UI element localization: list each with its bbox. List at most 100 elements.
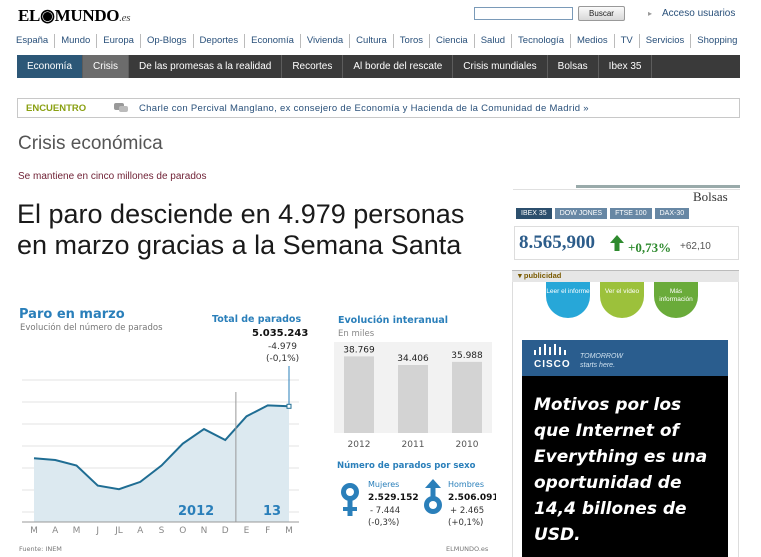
encuentro-link[interactable]: Charle con Percival Manglano, ex conseje… xyxy=(139,103,589,114)
series-line xyxy=(33,404,290,491)
tab-dax30[interactable]: DAX-30 xyxy=(654,208,690,219)
x-tick-label: N xyxy=(201,526,208,536)
nav-item[interactable]: Shopping xyxy=(690,34,743,48)
men-change: + 2.465 xyxy=(450,506,484,516)
female-icon xyxy=(341,483,359,516)
x-tick-label: M xyxy=(73,526,81,536)
nav-item[interactable]: Economía xyxy=(244,34,300,48)
subnav-item[interactable]: Al borde del rescate xyxy=(343,55,454,78)
nav-item[interactable]: Ciencia xyxy=(429,34,474,48)
nav-item[interactable]: Deportes xyxy=(192,34,245,48)
women-label: Mujeres xyxy=(368,480,399,489)
data-point-last xyxy=(286,403,292,409)
bolsas-tab-line xyxy=(576,185,740,188)
nav-item[interactable]: Medios xyxy=(569,34,614,48)
bar-value-label: 38.769 xyxy=(343,345,375,355)
site-logo[interactable]: EL◉MUNDO.es xyxy=(18,6,131,25)
nav-item[interactable]: Op-Blogs xyxy=(139,34,193,48)
cisco-ad-panel[interactable]: CISCO TOMORROW starts here. Motivos por l… xyxy=(522,340,728,557)
source-label: Fuente: INEM xyxy=(19,545,62,553)
cisco-tagline: TOMORROW starts here. xyxy=(580,353,624,369)
subnav-item[interactable]: Bolsas xyxy=(548,55,599,78)
bar xyxy=(452,361,482,433)
arrow-up-icon xyxy=(610,235,624,251)
x-tick-label: JL xyxy=(114,526,123,536)
women-change: - 7.444 xyxy=(370,506,400,516)
male-icon xyxy=(424,479,442,514)
ad-label-bar xyxy=(512,270,739,282)
nav-item[interactable]: Salud xyxy=(473,34,511,48)
x-tick-label: A xyxy=(137,526,144,536)
nav-item[interactable]: Toros xyxy=(392,34,429,48)
women-value: 2.529.152 xyxy=(368,493,419,503)
x-tick-label: M xyxy=(30,526,38,536)
section-title: Crisis económica xyxy=(18,133,163,154)
subnav-item[interactable]: Recortes xyxy=(282,55,344,78)
men-value: 2.506.091 xyxy=(448,493,496,503)
login-link[interactable]: Acceso usuarios xyxy=(662,8,736,19)
x-tick-label: O xyxy=(179,526,186,536)
bar-value-label: 34.406 xyxy=(397,354,429,364)
chart-subtitle: Evolución del número de parados xyxy=(20,322,163,333)
cisco-logo-icon xyxy=(534,344,566,355)
nav-item[interactable]: Europa xyxy=(96,34,140,48)
article-headline[interactable]: El paro desciende en 4.979 personas en m… xyxy=(17,199,465,260)
period-2012-label: 2012 xyxy=(178,504,214,519)
article-kicker: Se mantiene en cinco millones de parados xyxy=(18,171,207,182)
subnav-item-crisis[interactable]: Crisis xyxy=(83,55,130,78)
encuentro-banner[interactable]: ENCUENTRO Charle con Percival Manglano, … xyxy=(17,98,740,118)
nav-item[interactable]: Servicios xyxy=(638,34,691,48)
bar xyxy=(344,356,374,433)
x-tick-label: D xyxy=(222,526,229,536)
nav-item[interactable]: Cultura xyxy=(349,34,393,48)
sex-panel-title: Número de parados por sexo xyxy=(337,461,476,471)
bar-chart-title: Evolución interanual xyxy=(338,315,448,326)
ad-more-info-button[interactable]: Más información xyxy=(654,282,698,318)
nav-item[interactable]: Vivienda xyxy=(299,34,349,48)
main-nav: España Mundo Europa Op-Blogs Deportes Ec… xyxy=(10,34,743,48)
nav-item[interactable]: España xyxy=(16,35,49,46)
x-tick-label: S xyxy=(159,526,165,536)
index-percent-change: +0,73% xyxy=(628,240,672,255)
bar xyxy=(398,365,428,433)
index-value: 8.565,900 xyxy=(519,232,595,253)
cisco-ad-text: Motivos por los que Internet of Everythi… xyxy=(534,395,708,545)
bar-category-label: 2010 xyxy=(456,440,479,450)
nav-item[interactable]: TV xyxy=(613,34,639,48)
subnav-item[interactable]: Crisis mundiales xyxy=(453,55,548,78)
x-tick-label: A xyxy=(52,526,59,536)
ad-watch-video-button[interactable]: Ver el vídeo xyxy=(600,282,644,318)
bar-value-label: 35.988 xyxy=(451,351,483,361)
callout-value: 5.035.243 xyxy=(252,328,308,339)
encuentro-label: ENCUENTRO xyxy=(26,103,87,114)
men-label: Hombres xyxy=(448,480,484,489)
subnav-item[interactable]: Ibex 35 xyxy=(599,55,653,78)
search-input[interactable] xyxy=(474,7,573,20)
callout-change: -4.979 xyxy=(268,342,297,352)
tab-dowjones[interactable]: DOW JONES xyxy=(554,208,608,219)
arrow-right-icon: ▸ xyxy=(648,9,653,18)
bolsas-header xyxy=(513,189,740,205)
ad-read-report-button[interactable]: Leer el informe xyxy=(546,282,590,318)
bar-category-label: 2012 xyxy=(348,440,371,450)
index-point-change: +62,10 xyxy=(680,241,711,252)
logo-globe-icon: ◉ xyxy=(40,6,55,25)
credit-label: ELMUNDO.es xyxy=(446,545,489,553)
unemployment-infographic: Paro en marzo Evolución del número de pa… xyxy=(19,307,496,553)
period-13-label: 13 xyxy=(263,504,281,519)
section-subnav: Economía Crisis De las promesas a la rea… xyxy=(17,55,740,78)
tab-ftse100[interactable]: FTSE 100 xyxy=(610,208,652,219)
x-tick-label: M xyxy=(285,526,293,536)
bar-chart: 38.769 2012 34.406 2011 35.988 2010 xyxy=(334,342,492,450)
men-pct: (+0,1%) xyxy=(448,518,483,528)
chart-title: Paro en marzo xyxy=(19,307,125,322)
women-pct: (-0,3%) xyxy=(368,518,399,528)
nav-item[interactable]: Mundo xyxy=(54,34,96,48)
area-fill xyxy=(34,405,289,522)
callout-pct: (-0,1%) xyxy=(266,354,299,364)
subnav-item-economia[interactable]: Economía xyxy=(17,55,84,78)
subnav-item[interactable]: De las promesas a la realidad xyxy=(129,55,283,78)
search-button[interactable]: Buscar xyxy=(578,6,625,21)
tab-ibex35[interactable]: IBEX 35 xyxy=(516,208,552,219)
nav-item[interactable]: Tecnología xyxy=(511,34,570,48)
